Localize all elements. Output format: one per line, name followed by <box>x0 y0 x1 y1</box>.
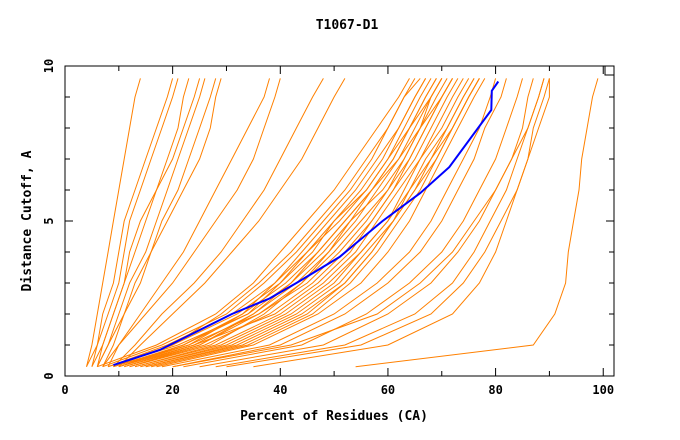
model-line-6 <box>96 78 206 367</box>
model-line-42 <box>226 78 550 368</box>
y-tick-label: 5 <box>42 217 56 224</box>
model-line-40 <box>199 78 534 368</box>
x-tick-label: 20 <box>165 383 179 397</box>
model-line-1 <box>86 78 141 367</box>
model-line-26 <box>124 78 453 368</box>
model-line-35 <box>118 78 427 368</box>
model-line-23 <box>118 78 437 368</box>
model-line-8 <box>96 78 222 367</box>
model-line-45 <box>355 78 599 368</box>
chart-title: T1067-D1 <box>316 18 379 33</box>
y-tick-label: 10 <box>42 59 56 73</box>
model-line-13 <box>97 78 410 368</box>
plot-frame <box>64 65 615 377</box>
model-line-2 <box>91 78 174 367</box>
model-line-31 <box>107 78 432 368</box>
y-tick-label: 0 <box>42 372 56 379</box>
model-line-36 <box>145 78 480 368</box>
model-line-24 <box>129 78 443 368</box>
model-line-17 <box>118 78 443 368</box>
model-line-44 <box>253 78 550 368</box>
x-tick-label: 80 <box>488 383 502 397</box>
model-line-10 <box>102 78 281 367</box>
legend-box <box>604 65 615 76</box>
model-line-9 <box>107 78 270 367</box>
x-tick-label: 0 <box>61 383 68 397</box>
model-line-3 <box>86 78 179 367</box>
axes-group: 0 20 40 60 80 100 0 5 10 <box>42 59 614 397</box>
model-line-43 <box>172 78 545 368</box>
highlight-line <box>113 80 500 367</box>
model-line-33 <box>129 78 453 368</box>
model-line-29 <box>134 78 464 368</box>
model-line-22 <box>134 78 470 368</box>
model-line-38 <box>172 78 507 368</box>
model-line-4 <box>96 78 190 367</box>
model-line-37 <box>161 78 497 368</box>
x-tick-label: 40 <box>273 383 287 397</box>
model-line-5 <box>91 78 201 367</box>
y-axis-label: Distance Cutoff, A <box>20 150 35 291</box>
model-line-7 <box>102 78 217 367</box>
x-tick-label: 100 <box>592 383 614 397</box>
x-axis-label: Percent of Residues (CA) <box>240 409 428 424</box>
model-line-11 <box>113 78 324 368</box>
model-line-39 <box>183 78 523 368</box>
model-line-12 <box>118 78 346 368</box>
model-line-28 <box>113 78 421 368</box>
model-line-34 <box>156 78 486 368</box>
x-tick-label: 60 <box>381 383 395 397</box>
series-group <box>86 78 599 368</box>
